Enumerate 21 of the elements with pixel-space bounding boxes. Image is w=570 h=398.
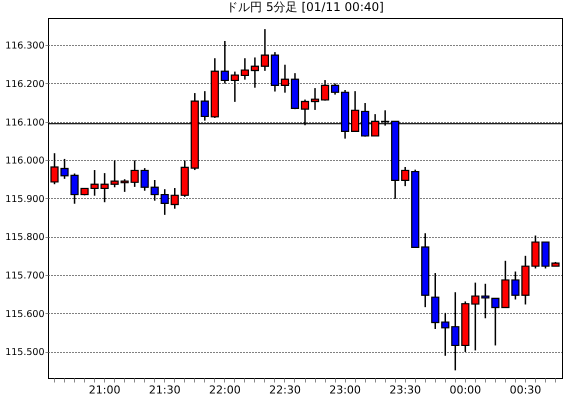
x-tick-label: 21:30 [148, 384, 181, 396]
candlestick [240, 57, 249, 80]
chart-title: ドル円 5分足 [01/11 00:40] [226, 0, 384, 14]
y-tick-label: 115.800 [5, 232, 44, 244]
y-tick-label: 116.200 [5, 78, 44, 90]
x-tick-label: 22:00 [208, 384, 241, 396]
x-tick-label: 23:00 [329, 384, 361, 396]
y-tick-label: 115.900 [5, 194, 44, 205]
y-tick-label: 116.000 [5, 156, 44, 167]
x-tick-label: 00:30 [510, 384, 542, 396]
x-tick-label: 23:30 [389, 384, 422, 396]
y-tick-label: 116.100 [5, 117, 44, 128]
candlestick [310, 87, 320, 111]
x-tick-label: 22:30 [269, 384, 301, 396]
y-tick-label: 116.300 [5, 40, 44, 52]
y-tick-label: 115.600 [5, 308, 44, 320]
candlestick [90, 169, 99, 196]
y-tick-label: 115.500 [5, 347, 44, 358]
y-tick-label: 115.700 [5, 270, 44, 282]
x-tick-label: 00:00 [449, 384, 482, 396]
x-tick-label: 21:00 [88, 384, 120, 396]
